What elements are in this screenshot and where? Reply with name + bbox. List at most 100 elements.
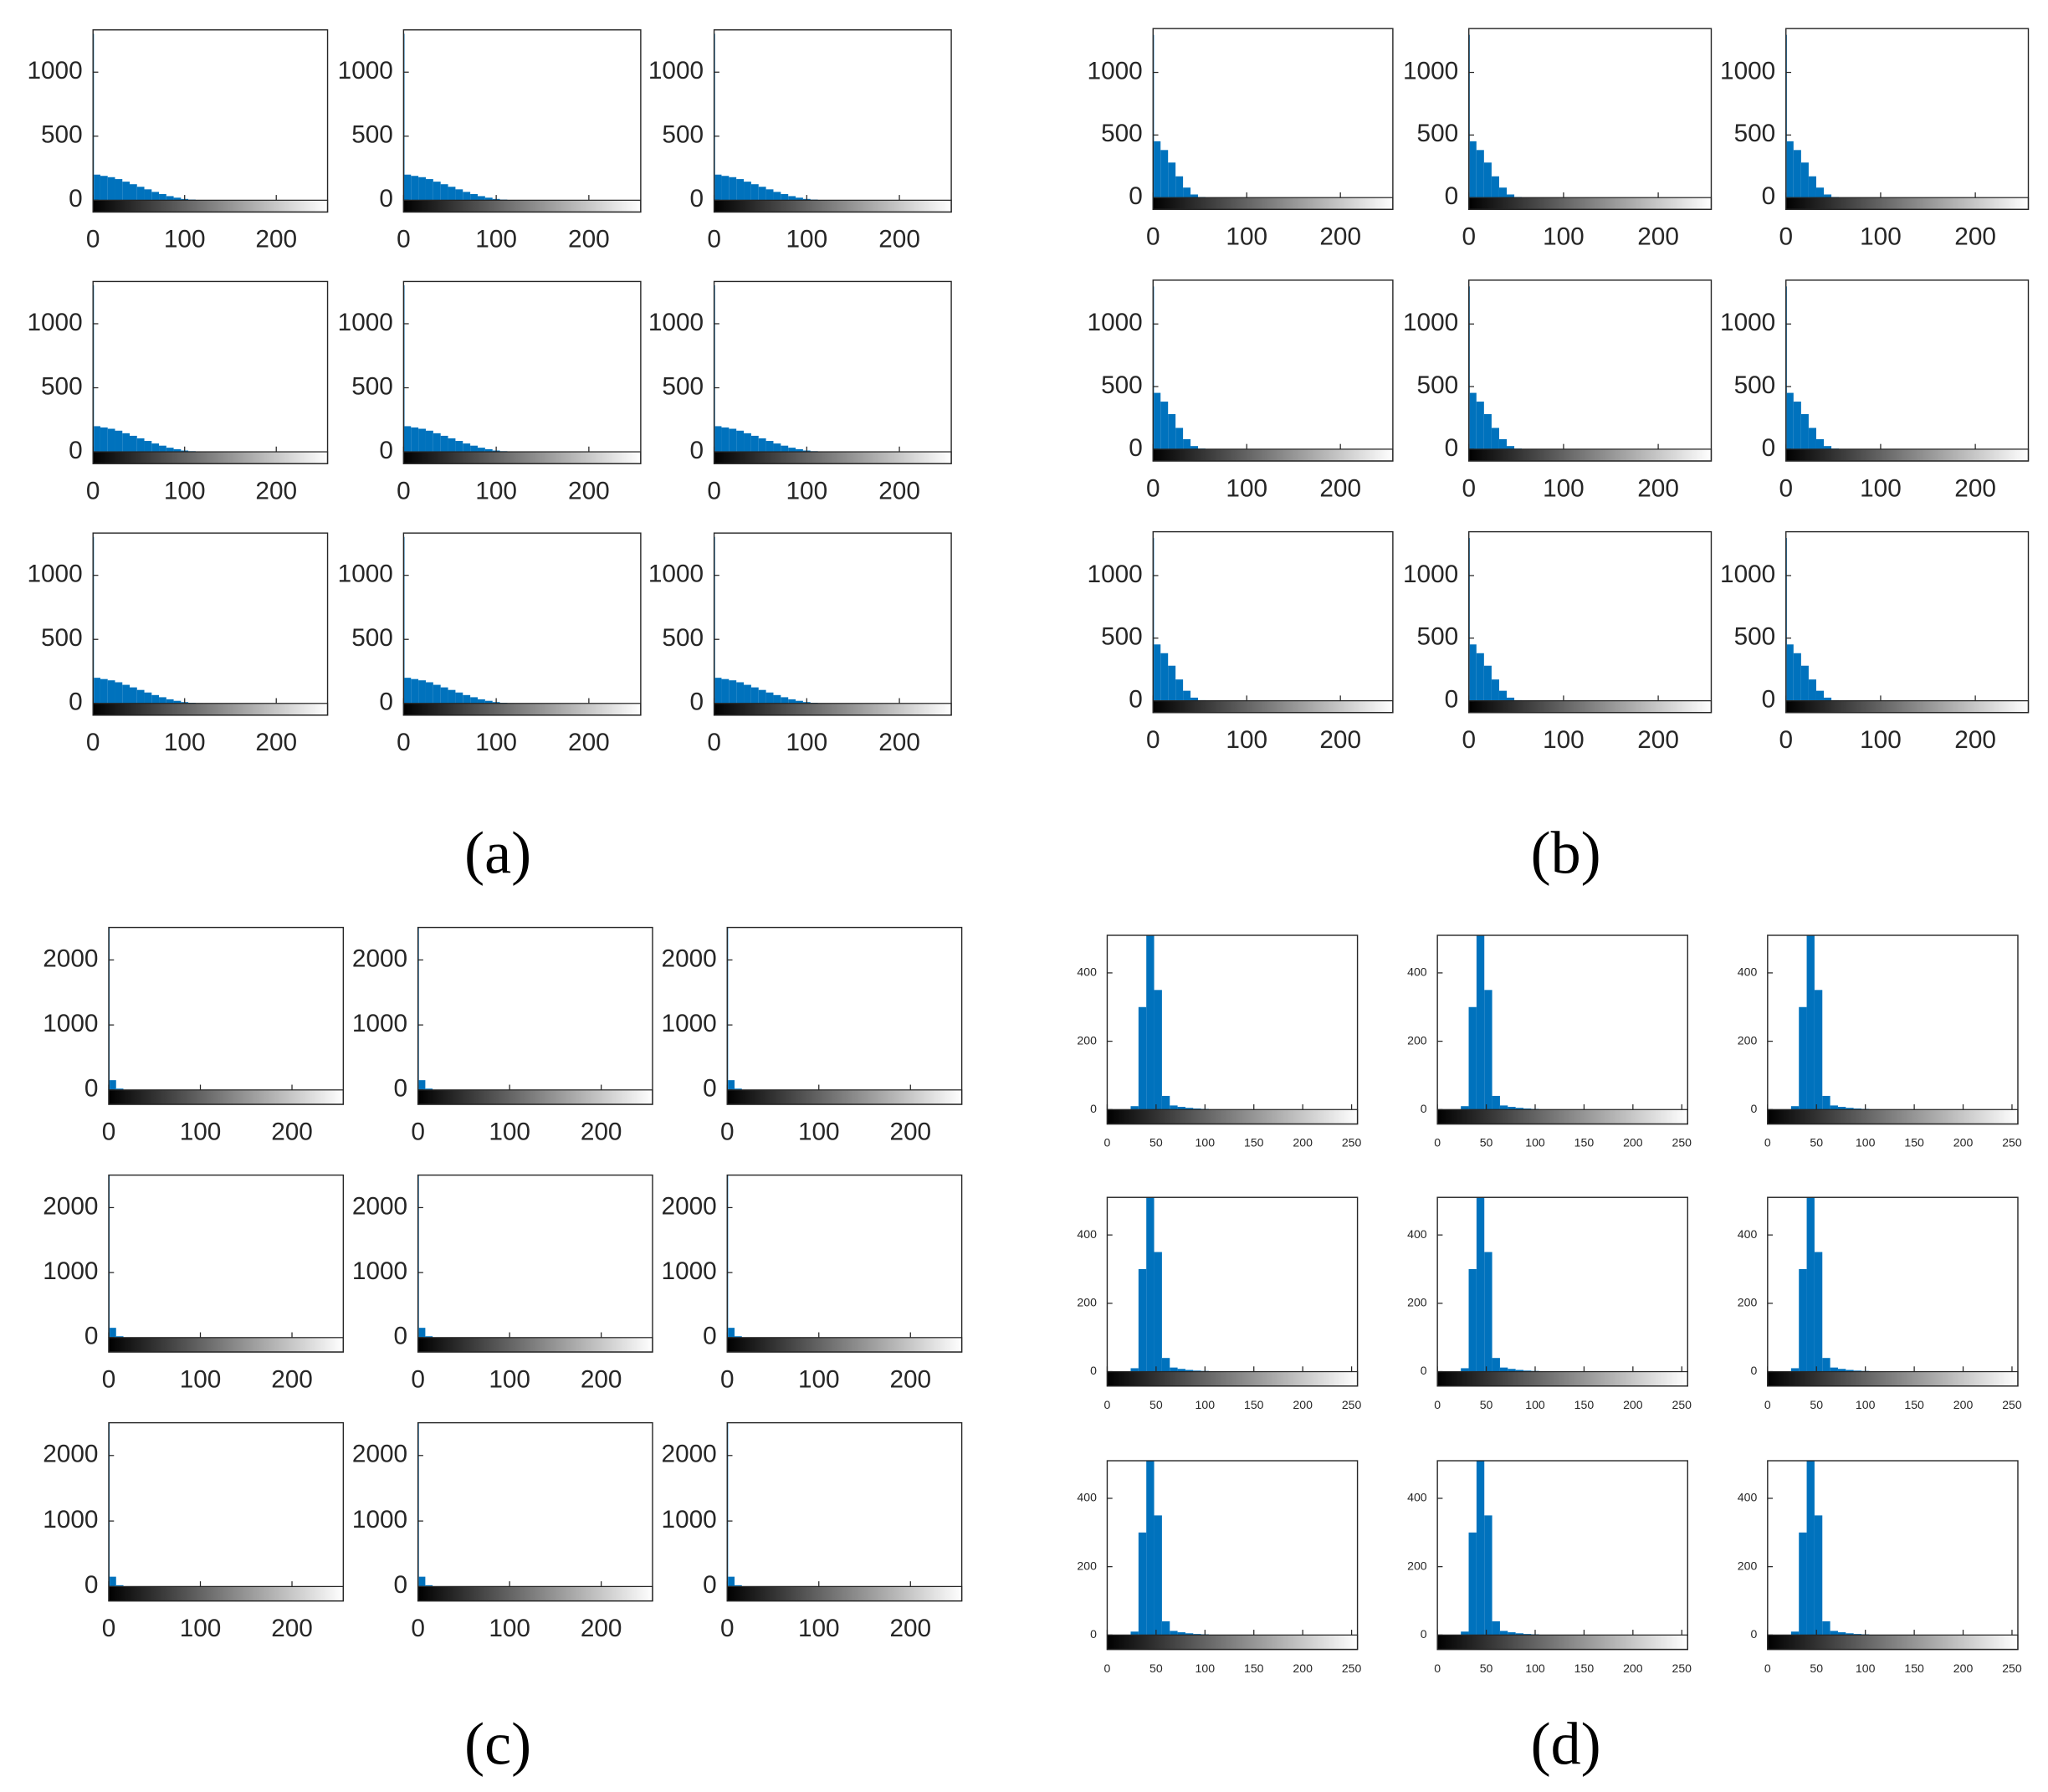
- bar: [796, 700, 803, 704]
- x-tick-label: 200: [1319, 474, 1361, 502]
- y-tick-label: 400: [1738, 1491, 1758, 1504]
- histogram: [1130, 1197, 1209, 1372]
- x-tick-label: 200: [889, 1615, 931, 1642]
- x-tick-label: 200: [1293, 1398, 1313, 1411]
- x-tick-label: 250: [1342, 1398, 1362, 1411]
- bar: [1469, 392, 1477, 449]
- y-tick-label: 0: [703, 1323, 717, 1350]
- histogram: [417, 1422, 433, 1587]
- bar: [1837, 1107, 1846, 1110]
- y-tick-label: 0: [1421, 1627, 1427, 1641]
- y-tick-label: 0: [84, 1323, 99, 1350]
- x-tick-label: 50: [1810, 1136, 1823, 1149]
- x-tick-label: 0: [102, 1615, 116, 1642]
- x-tick-label: 100: [1196, 1661, 1216, 1675]
- histogram: [1130, 934, 1209, 1110]
- x-tick-label: 100: [1860, 223, 1902, 251]
- bar: [425, 430, 433, 453]
- y-tick-label: 0: [1445, 685, 1459, 713]
- colorbar: [726, 1585, 963, 1602]
- x-tick-label: 100: [164, 477, 206, 504]
- y-tick-label: 2000: [43, 1441, 98, 1468]
- bar: [470, 445, 478, 453]
- bar: [1814, 1252, 1823, 1372]
- bar: [750, 435, 759, 453]
- bar: [1492, 1621, 1500, 1636]
- bar: [1190, 697, 1199, 701]
- bar: [448, 187, 456, 201]
- colorbar: [1152, 700, 1394, 714]
- axes-frame: [1152, 279, 1394, 462]
- y-tick-label: 2000: [662, 1192, 717, 1220]
- bar: [781, 193, 789, 201]
- y-tick-label: 500: [351, 372, 393, 400]
- x-tick-label: 0: [1104, 1136, 1111, 1149]
- bar: [1185, 1633, 1194, 1636]
- x-tick-label: 100: [798, 1615, 840, 1642]
- bar: [1185, 1108, 1194, 1110]
- y-tick-label: 0: [84, 1571, 99, 1599]
- bar: [1786, 644, 1794, 701]
- bar: [115, 1585, 124, 1587]
- y-tick-label: 1000: [1403, 309, 1458, 336]
- y-tick-label: 500: [1101, 623, 1143, 651]
- bar: [1499, 1631, 1508, 1636]
- bar: [1846, 1108, 1854, 1110]
- y-tick-label: 1000: [662, 1010, 717, 1037]
- y-tick-label: 500: [1734, 120, 1776, 147]
- bar: [94, 678, 100, 704]
- histogram: [1785, 538, 1840, 701]
- x-tick-label: 100: [1543, 223, 1585, 251]
- x-tick-label: 50: [1810, 1398, 1823, 1411]
- x-tick-label: 200: [581, 1615, 622, 1642]
- x-tick-label: 50: [1480, 1661, 1493, 1675]
- bar: [151, 694, 160, 704]
- x-tick-label: 200: [1319, 223, 1361, 251]
- bar: [115, 179, 123, 201]
- x-tick-label: 0: [1462, 726, 1476, 754]
- y-tick-label: 1000: [352, 1257, 407, 1285]
- bar: [1484, 990, 1492, 1110]
- bar: [425, 1088, 433, 1090]
- y-tick-label: 0: [1129, 685, 1143, 713]
- bar: [136, 438, 145, 453]
- y-tick-label: 2000: [43, 1192, 98, 1220]
- histogram: [417, 1175, 433, 1338]
- x-tick-label: 250: [2002, 1136, 2022, 1149]
- axes-frame: [726, 926, 963, 1105]
- x-tick-label: 100: [786, 477, 828, 504]
- bar: [1793, 653, 1801, 701]
- x-tick-label: 0: [707, 729, 721, 756]
- x-tick-label: 50: [1480, 1398, 1493, 1411]
- y-tick-label: 0: [69, 185, 83, 212]
- colorbar: [92, 451, 329, 464]
- x-tick-label: 200: [1953, 1398, 1974, 1411]
- bar: [411, 427, 419, 453]
- y-tick-label: 0: [69, 437, 83, 464]
- bar: [1170, 1367, 1178, 1372]
- bar: [440, 435, 448, 453]
- bar: [1814, 1515, 1823, 1636]
- bar: [411, 678, 419, 704]
- bar: [729, 680, 737, 704]
- axes-frame: [1106, 1460, 1359, 1651]
- x-tick-label: 200: [1293, 1136, 1313, 1149]
- x-tick-label: 200: [568, 729, 610, 756]
- x-tick-label: 200: [1637, 474, 1679, 502]
- bar: [1806, 1197, 1815, 1372]
- colorbar: [402, 451, 642, 464]
- x-tick-label: 150: [1244, 1661, 1264, 1675]
- bar: [115, 430, 123, 453]
- x-tick-label: 100: [786, 729, 828, 756]
- colorbar: [1468, 197, 1713, 210]
- colorbar: [726, 1089, 963, 1105]
- x-tick-label: 0: [411, 1365, 425, 1393]
- axes-frame: [402, 280, 642, 464]
- x-tick-label: 200: [1954, 223, 1996, 251]
- colorbar: [1106, 1634, 1359, 1651]
- bar: [484, 700, 493, 704]
- x-tick-label: 100: [1525, 1136, 1545, 1149]
- bar: [1146, 1197, 1155, 1372]
- bar: [110, 1080, 116, 1090]
